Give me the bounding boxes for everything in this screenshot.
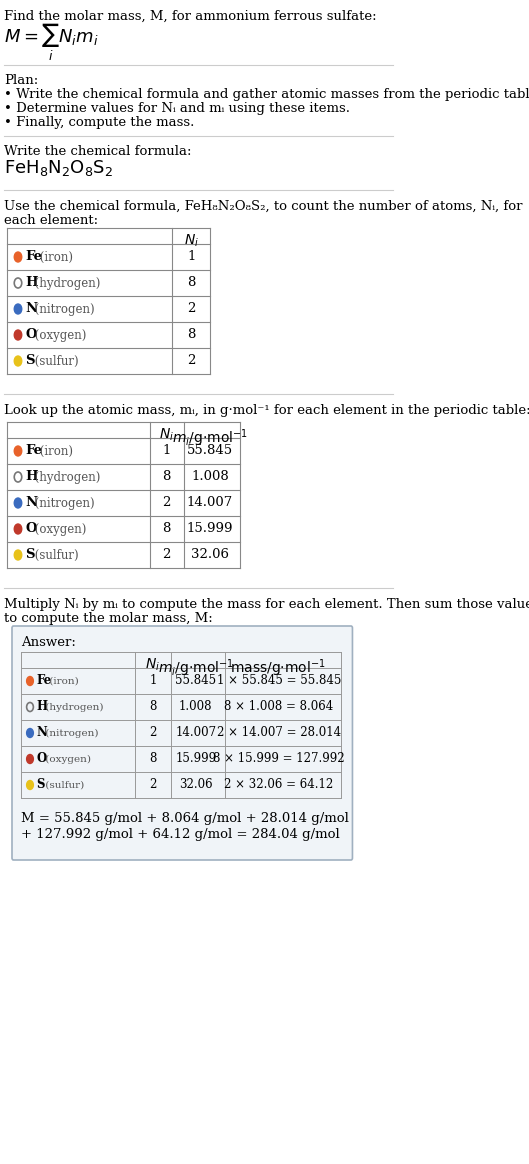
Text: $\mathrm{mass/g{\cdot}mol^{-1}}$: $\mathrm{mass/g{\cdot}mol^{-1}}$ — [230, 656, 325, 679]
Text: Multiply Nᵢ by mᵢ to compute the mass for each element. Then sum those values: Multiply Nᵢ by mᵢ to compute the mass fo… — [5, 598, 529, 611]
Text: $m_i/\mathrm{g{\cdot}mol^{-1}}$: $m_i/\mathrm{g{\cdot}mol^{-1}}$ — [158, 656, 234, 679]
Text: 2: 2 — [149, 779, 157, 792]
Circle shape — [14, 356, 22, 365]
FancyBboxPatch shape — [12, 626, 352, 860]
Text: 8: 8 — [162, 523, 171, 535]
Text: (oxygen): (oxygen) — [31, 523, 86, 535]
Text: N: N — [25, 497, 38, 510]
Text: (nitrogen): (nitrogen) — [42, 729, 98, 738]
Text: $\mathrm{FeH_8N_2O_8S_2}$: $\mathrm{FeH_8N_2O_8S_2}$ — [5, 158, 114, 178]
Circle shape — [14, 524, 22, 534]
Text: 1: 1 — [149, 674, 157, 688]
Text: (sulfur): (sulfur) — [31, 355, 78, 368]
Text: 8: 8 — [162, 470, 171, 483]
Text: N: N — [37, 726, 48, 739]
Text: (hydrogen): (hydrogen) — [31, 470, 100, 483]
Text: each element:: each element: — [5, 214, 98, 227]
Text: (sulfur): (sulfur) — [42, 781, 84, 789]
Circle shape — [14, 446, 22, 456]
Text: $m_i/\mathrm{g{\cdot}mol^{-1}}$: $m_i/\mathrm{g{\cdot}mol^{-1}}$ — [172, 427, 248, 448]
Text: 8 × 15.999 = 127.992: 8 × 15.999 = 127.992 — [213, 752, 345, 766]
Text: (iron): (iron) — [47, 676, 79, 686]
Text: S: S — [25, 548, 35, 561]
Text: Fe: Fe — [25, 250, 42, 263]
Text: • Determine values for Nᵢ and mᵢ using these items.: • Determine values for Nᵢ and mᵢ using t… — [5, 102, 351, 115]
Text: (oxygen): (oxygen) — [31, 328, 86, 341]
Text: (nitrogen): (nitrogen) — [31, 497, 94, 510]
Text: 2 × 32.06 = 64.12: 2 × 32.06 = 64.12 — [224, 779, 334, 792]
Circle shape — [14, 551, 22, 560]
Text: N: N — [25, 303, 38, 315]
Circle shape — [26, 676, 33, 686]
Text: 15.999: 15.999 — [175, 752, 216, 766]
Text: (hydrogen): (hydrogen) — [42, 702, 103, 711]
Text: to compute the molar mass, M:: to compute the molar mass, M: — [5, 612, 213, 625]
Text: Answer:: Answer: — [21, 636, 76, 650]
Text: 1: 1 — [187, 250, 195, 263]
Text: + 127.992 g/mol + 64.12 g/mol = 284.04 g/mol: + 127.992 g/mol + 64.12 g/mol = 284.04 g… — [21, 828, 340, 842]
Text: 2: 2 — [162, 497, 171, 510]
Text: 1 × 55.845 = 55.845: 1 × 55.845 = 55.845 — [217, 674, 341, 688]
Circle shape — [14, 331, 22, 340]
Text: O: O — [37, 752, 47, 766]
Text: Use the chemical formula, FeH₈N₂O₈S₂, to count the number of atoms, Nᵢ, for: Use the chemical formula, FeH₈N₂O₈S₂, to… — [5, 200, 523, 213]
Text: 8 × 1.008 = 8.064: 8 × 1.008 = 8.064 — [224, 701, 334, 714]
Circle shape — [14, 251, 22, 262]
Text: Plan:: Plan: — [5, 74, 39, 87]
Circle shape — [26, 754, 33, 764]
Text: $N_i$: $N_i$ — [159, 427, 174, 443]
Text: 1: 1 — [162, 445, 171, 457]
Text: H: H — [37, 701, 48, 714]
Text: Look up the atomic mass, mᵢ, in g·mol⁻¹ for each element in the periodic table:: Look up the atomic mass, mᵢ, in g·mol⁻¹ … — [5, 404, 529, 417]
Text: (oxygen): (oxygen) — [42, 754, 90, 764]
Text: 8: 8 — [149, 701, 157, 714]
Text: • Finally, compute the mass.: • Finally, compute the mass. — [5, 116, 195, 129]
Text: 32.06: 32.06 — [191, 548, 229, 561]
Text: Find the molar mass, M, for ammonium ferrous sulfate:: Find the molar mass, M, for ammonium fer… — [5, 10, 377, 23]
Circle shape — [14, 498, 22, 508]
Text: Fe: Fe — [37, 674, 52, 688]
Text: 55.845: 55.845 — [175, 674, 216, 688]
Text: 1.008: 1.008 — [191, 470, 229, 483]
Text: 55.845: 55.845 — [187, 445, 233, 457]
Text: 8: 8 — [149, 752, 157, 766]
Text: Fe: Fe — [25, 445, 42, 457]
Text: (iron): (iron) — [36, 250, 73, 263]
Text: H: H — [25, 470, 38, 483]
Circle shape — [26, 781, 33, 789]
Text: 2: 2 — [187, 355, 195, 368]
Text: 14.007: 14.007 — [187, 497, 233, 510]
Text: 15.999: 15.999 — [187, 523, 233, 535]
Text: O: O — [25, 523, 37, 535]
Text: $N_i$: $N_i$ — [145, 656, 160, 674]
Text: 2: 2 — [187, 303, 195, 315]
Text: Write the chemical formula:: Write the chemical formula: — [5, 146, 192, 158]
Text: S: S — [25, 355, 35, 368]
Text: 2: 2 — [149, 726, 157, 739]
Circle shape — [26, 729, 33, 738]
Text: M = 55.845 g/mol + 8.064 g/mol + 28.014 g/mol: M = 55.845 g/mol + 8.064 g/mol + 28.014 … — [21, 812, 349, 825]
Text: (nitrogen): (nitrogen) — [31, 303, 94, 315]
Text: $N_i$: $N_i$ — [184, 233, 199, 249]
Text: O: O — [25, 328, 37, 341]
Circle shape — [14, 304, 22, 314]
Text: 2: 2 — [162, 548, 171, 561]
Text: (iron): (iron) — [36, 445, 73, 457]
Text: (sulfur): (sulfur) — [31, 548, 78, 561]
Text: S: S — [37, 779, 45, 792]
Text: 8: 8 — [187, 277, 195, 290]
Text: (hydrogen): (hydrogen) — [31, 277, 100, 290]
Text: $M = \sum_i N_i m_i$: $M = \sum_i N_i m_i$ — [5, 22, 99, 63]
Text: 1.008: 1.008 — [179, 701, 213, 714]
Text: • Write the chemical formula and gather atomic masses from the periodic table.: • Write the chemical formula and gather … — [5, 88, 529, 101]
Text: 2 × 14.007 = 28.014: 2 × 14.007 = 28.014 — [217, 726, 341, 739]
Text: 32.06: 32.06 — [179, 779, 213, 792]
Text: 14.007: 14.007 — [175, 726, 216, 739]
Text: H: H — [25, 277, 38, 290]
Text: 8: 8 — [187, 328, 195, 341]
